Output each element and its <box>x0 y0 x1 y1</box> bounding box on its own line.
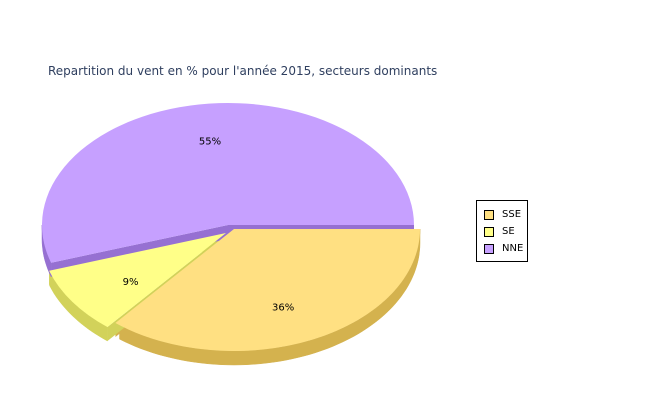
legend-label-sse: SSE <box>502 209 522 220</box>
pie-label-sse: 36% <box>272 302 294 313</box>
pie-data-labels: 36% 9% 55% <box>123 137 295 314</box>
pie-slice-nne <box>42 103 414 263</box>
pie-label-nne: 55% <box>199 137 221 148</box>
legend-label-se: SE <box>502 226 515 237</box>
chart-title: Repartition du vent en % pour l'année 20… <box>48 64 438 78</box>
pie-label-se: 9% <box>123 277 139 288</box>
legend-swatch-sse <box>484 210 494 220</box>
legend: SSE SE NNE <box>476 200 528 262</box>
legend-swatch-nne <box>484 244 494 254</box>
pie-slices <box>42 103 421 352</box>
legend-label-nne: NNE <box>502 243 524 254</box>
pie-slice-se <box>49 233 226 327</box>
legend-swatch-se <box>484 227 494 237</box>
pie-slice-sse <box>115 229 421 352</box>
